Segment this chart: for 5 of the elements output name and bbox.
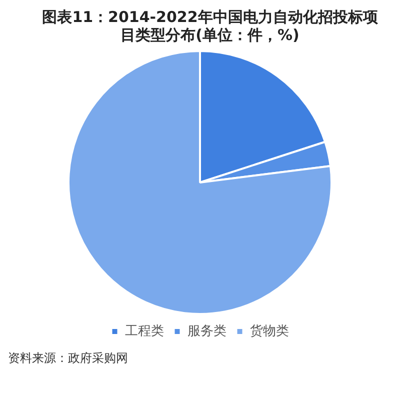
chart-title: 图表11：2014-2022年中国电力自动化招投标项目类型分布(单位：件，%) [41,7,379,46]
legend-label: 服务类 [187,324,226,339]
text: 资料来源：政府采购网 [7,350,129,367]
legend-label: 工程类 [124,324,164,339]
legend-label: 货物类 [250,324,289,339]
